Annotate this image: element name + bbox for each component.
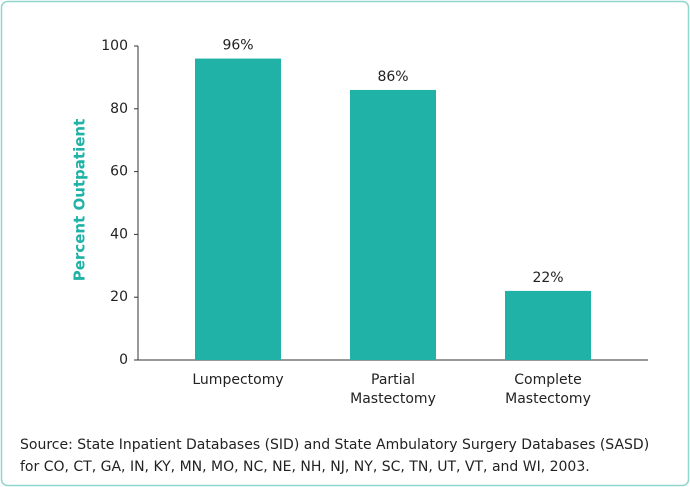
value-label: 22% — [532, 270, 563, 286]
y-tick-label: 40 — [110, 226, 128, 242]
value-label: 96% — [222, 38, 253, 54]
bar — [505, 290, 591, 360]
y-tick-label: 60 — [110, 164, 128, 180]
bar — [350, 89, 436, 361]
y-axis-label: Percent Outpatient — [71, 119, 89, 282]
source-line: for CO, CT, GA, IN, KY, MN, MO, NC, NE, … — [20, 459, 590, 475]
x-tick-label: Complete Mastectomy — [505, 372, 591, 407]
x-tick-label: Partial Mastectomy — [350, 372, 436, 407]
source-line: Source: State Inpatient Databases (SID) … — [20, 437, 649, 453]
x-tick-label: Lumpectomy — [192, 372, 284, 388]
y-tick-label: 20 — [110, 289, 128, 305]
y-tick-label: 80 — [110, 101, 128, 117]
y-tick-label: 100 — [101, 38, 128, 54]
y-tick-label: 0 — [119, 352, 128, 368]
bar — [195, 58, 281, 361]
value-label: 86% — [377, 69, 408, 85]
